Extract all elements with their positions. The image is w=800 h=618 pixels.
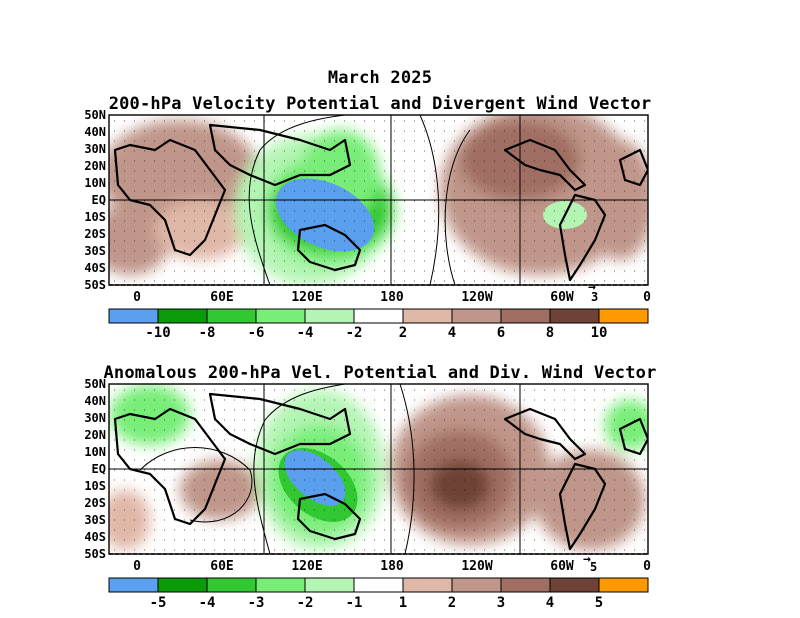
lon-label: 60E	[210, 559, 234, 574]
figure-title: March 2025	[327, 68, 433, 88]
colorbar-swatch	[500, 308, 551, 324]
colorbar-label: 8	[545, 325, 555, 341]
lat-label: 10N	[84, 445, 106, 459]
lon-label: 0	[643, 559, 651, 574]
contours	[139, 115, 471, 554]
colorbar-swatch	[549, 308, 600, 324]
colorbar-label: 4	[545, 595, 555, 611]
colorbar-label: -2	[296, 595, 314, 611]
colorbar-swatch	[451, 577, 502, 593]
colorbar-swatch	[598, 308, 649, 324]
panel2-ref-vector-arrow: →	[583, 552, 591, 567]
lat-label: EQ	[91, 462, 106, 476]
colorbar-label: -3	[247, 595, 265, 611]
panel1-ref-vector-arrow: →	[588, 280, 596, 295]
panel2-ref-vector-value: 5	[590, 560, 598, 574]
lat-label: 20N	[84, 428, 106, 442]
colorbar-swatch	[353, 308, 404, 324]
lon-label: 120E	[291, 290, 323, 305]
lat-label: 50N	[84, 377, 106, 391]
colorbar-swatch	[402, 308, 453, 324]
lat-label: 20S	[84, 496, 106, 510]
panel2-frame	[108, 383, 649, 555]
lat-label: 20N	[84, 159, 106, 173]
colorbar-label: -10	[145, 325, 171, 341]
lat-label: 20S	[84, 227, 106, 241]
lon-label: 60W	[550, 290, 574, 305]
lon-label: 180	[380, 559, 404, 574]
lat-label: 50S	[84, 547, 106, 561]
colorbar-label: -8	[198, 325, 216, 341]
colorbar-swatch	[108, 577, 159, 593]
panel1-title: 200-hPa Velocity Potential and Divergent…	[108, 94, 652, 114]
panel1-colorbar	[108, 308, 649, 324]
lat-label: 40S	[84, 530, 106, 544]
lon-label: 0	[133, 290, 141, 305]
panel2-colorbar	[108, 577, 649, 593]
colorbar-label: 2	[447, 595, 457, 611]
colorbar-swatch	[304, 308, 355, 324]
colorbar-swatch	[353, 577, 404, 593]
lon-label: 120W	[461, 290, 493, 305]
lat-label: 10S	[84, 210, 106, 224]
lon-label: 120W	[461, 559, 493, 574]
colorbar-swatch	[157, 577, 208, 593]
colorbar-label: 6	[496, 325, 506, 341]
lon-label: 0	[133, 559, 141, 574]
lon-label: 60E	[210, 290, 234, 305]
lat-label: EQ	[91, 193, 106, 207]
colorbar-label: 5	[594, 595, 604, 611]
colorbar-label: 10	[590, 325, 608, 341]
colorbar-label: 2	[398, 325, 408, 341]
lat-label: 50S	[84, 278, 106, 292]
lon-label: 180	[380, 290, 404, 305]
coastlines	[113, 123, 648, 551]
panel1-ref-vector-value: 3	[591, 290, 599, 304]
colorbar-label: 1	[398, 595, 408, 611]
colorbar-swatch	[304, 577, 355, 593]
colorbar-label: -1	[345, 595, 363, 611]
colorbar-label: -2	[345, 325, 363, 341]
lat-label: 40S	[84, 261, 106, 275]
lat-label: 30N	[84, 411, 106, 425]
colorbar-label: -5	[149, 595, 167, 611]
colorbar-swatch	[157, 308, 208, 324]
lat-label: 10N	[84, 176, 106, 190]
colorbar-swatch	[108, 308, 159, 324]
colorbar-label: 3	[496, 595, 506, 611]
panel1-shading	[109, 115, 648, 285]
colorbar-swatch	[255, 308, 306, 324]
colorbar-label: -4	[296, 325, 314, 341]
colorbar-swatch	[402, 577, 453, 593]
colorbar-label: 4	[447, 325, 457, 341]
colorbar-label: -4	[198, 595, 216, 611]
panel1-frame	[108, 114, 649, 286]
lon-label: 0	[643, 290, 651, 305]
colorbar-swatch	[549, 577, 600, 593]
panel2-title: Anomalous 200-hPa Vel. Potential and Div…	[103, 363, 657, 383]
lat-label: 30S	[84, 513, 106, 527]
colorbar-swatch	[451, 308, 502, 324]
lat-label: 30S	[84, 244, 106, 258]
lon-label: 60W	[550, 559, 574, 574]
colorbar-label: -6	[247, 325, 265, 341]
colorbar-swatch	[206, 308, 257, 324]
colorbar-swatch	[598, 577, 649, 593]
lat-label: 30N	[84, 142, 106, 156]
lat-label: 40N	[84, 125, 106, 139]
lat-label: 40N	[84, 394, 106, 408]
colorbar-swatch	[255, 577, 306, 593]
lat-label: 10S	[84, 479, 106, 493]
colorbar-swatch	[206, 577, 257, 593]
lat-label: 50N	[84, 108, 106, 122]
lon-label: 120E	[291, 559, 323, 574]
colorbar-swatch	[500, 577, 551, 593]
